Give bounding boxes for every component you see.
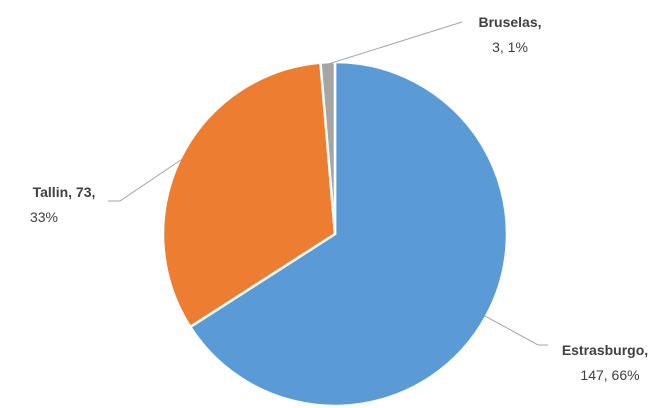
svg-text:Bruselas,: Bruselas, [478, 14, 541, 30]
pie-slices [161, 60, 509, 408]
data-label-tallin-value: 73 [76, 184, 92, 200]
data-label-bruselas: Bruselas, 3, 1% [478, 14, 541, 55]
svg-text:Estrasburgo,: Estrasburgo, [562, 342, 648, 358]
leader-lines [108, 21, 548, 346]
data-label-bruselas-value: 3 [492, 39, 500, 55]
svg-text:147, 66%: 147, 66% [580, 367, 639, 383]
data-label-estrasburgo-name: Estrasburgo [562, 342, 644, 358]
leader-line-estrasburgo [483, 315, 548, 346]
data-label-estrasburgo-value: 147 [580, 367, 604, 383]
svg-text:33%: 33% [30, 209, 58, 225]
data-label-tallin: Tallin, 73, 33% [30, 184, 95, 225]
svg-text:3, 1%: 3, 1% [492, 39, 528, 55]
leader-line-bruselas [327, 21, 463, 65]
data-label-bruselas-percent: 1% [508, 39, 528, 55]
svg-text:Tallin, 73,: Tallin, 73, [33, 184, 96, 200]
data-label-bruselas-name: Bruselas [478, 14, 537, 30]
data-label-estrasburgo: Estrasburgo, 147, 66% [562, 342, 648, 383]
data-label-estrasburgo-percent: 66% [612, 367, 640, 383]
data-label-tallin-percent: 33% [30, 209, 58, 225]
leader-line-tallin [108, 158, 183, 202]
pie-slice-tallin [161, 61, 337, 329]
data-label-tallin-name: Tallin [33, 184, 69, 200]
